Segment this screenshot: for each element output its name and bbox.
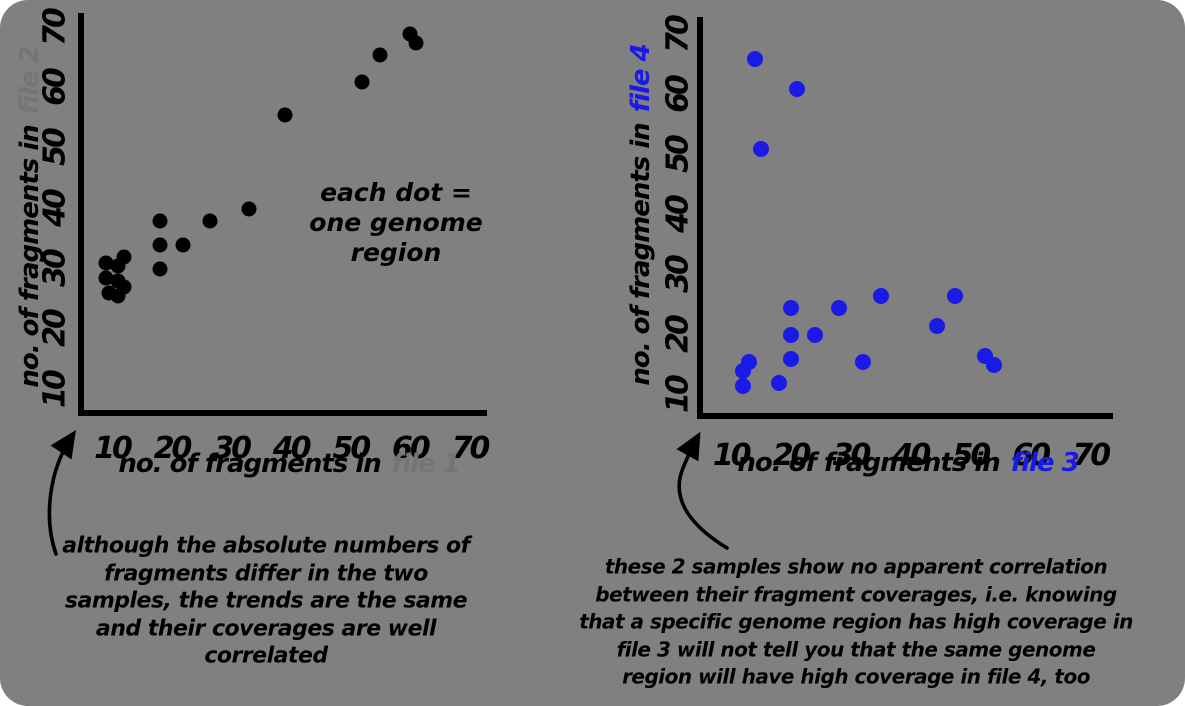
right-x-axis-label: no. of fragments in file 3 (737, 448, 1080, 478)
y-tick-label: 10 (660, 377, 696, 414)
data-point (746, 50, 763, 67)
x-tick-label: 30 (213, 431, 252, 466)
data-point (152, 213, 168, 229)
data-point (354, 74, 370, 90)
right-plot-y-axis (697, 17, 703, 416)
x-tick-label: 20 (153, 431, 193, 466)
data-point (806, 327, 823, 344)
data-point (947, 288, 964, 305)
file-3-label: file 3 (1010, 448, 1080, 478)
x-tick-label: 30 (832, 438, 872, 473)
x-tick-label: 60 (392, 431, 431, 466)
caption-line: region will have high coverage in file 4… (622, 664, 1090, 689)
left-y-axis-label: no. of fragments in file 2 (15, 46, 45, 387)
x-tick-label: 70 (1072, 438, 1111, 473)
right-x-axis-label-text: no. of fragments in (737, 448, 1000, 478)
file-2-label: file 2 (15, 46, 45, 115)
left-caption: although the absolute numbers of fragmen… (62, 532, 470, 670)
left-x-axis-label-text: no. of fragments in (118, 449, 381, 479)
data-point (770, 375, 787, 392)
data-point (98, 255, 114, 271)
y-tick-label: 30 (660, 257, 696, 293)
caption-line: file 3 will not tell you that the same g… (616, 636, 1096, 661)
data-point (782, 351, 799, 368)
right-y-axis-label-text: no. of fragments in (626, 123, 656, 386)
data-point (872, 288, 889, 305)
data-point (241, 201, 257, 217)
annotation-line: one genome (309, 208, 483, 237)
caption-line: and their coverages are well (95, 615, 437, 641)
data-point (752, 140, 769, 157)
file-4-label: file 4 (626, 44, 656, 113)
caption-line: samples, the trends are the same (64, 588, 468, 614)
each-dot-annotation: each dot = one genome region (309, 178, 482, 268)
data-point (830, 300, 847, 317)
y-tick-label: 40 (660, 197, 696, 233)
data-point (98, 270, 114, 286)
data-point (782, 327, 799, 344)
annotation-line: each dot = (320, 178, 472, 207)
data-point (277, 107, 293, 123)
left-plot-y-axis (78, 13, 84, 416)
right-caption: these 2 samples show no apparent correla… (579, 553, 1133, 691)
data-point (408, 35, 424, 51)
left-y-axis-label-text: no. of fragments in (15, 125, 45, 388)
data-point (202, 213, 218, 229)
data-point (372, 47, 388, 63)
x-tick-label: 40 (892, 438, 932, 473)
data-point (986, 357, 1003, 374)
y-tick-label: 70 (660, 16, 696, 53)
data-point (152, 237, 168, 253)
right-plot-x-axis (697, 413, 1113, 419)
x-tick-label: 40 (272, 431, 312, 466)
y-tick-label: 60 (660, 77, 696, 113)
data-point (175, 237, 191, 253)
caption-line: although the absolute numbers of (62, 533, 470, 559)
caption-line: between their fragment coverages, i.e. k… (595, 581, 1117, 606)
caption-line: correlated (204, 643, 328, 669)
data-point (116, 249, 132, 265)
x-tick-label: 10 (94, 431, 133, 466)
data-point (110, 288, 126, 304)
x-tick-label: 50 (952, 438, 992, 473)
y-tick-label: 50 (660, 137, 696, 173)
left-plot-x-axis (78, 410, 487, 416)
annotation-line: region (350, 238, 442, 267)
file-1-label: file 1 (391, 449, 461, 479)
data-point (782, 300, 799, 317)
data-point (734, 378, 751, 395)
left-x-axis-label: no. of fragments in file 1 (118, 449, 461, 479)
caption-line: these 2 samples show no apparent correla… (604, 554, 1108, 579)
right-y-axis-label: no. of fragments in file 4 (626, 44, 656, 385)
data-point (152, 261, 168, 277)
data-point (788, 80, 805, 97)
x-tick-label: 20 (772, 438, 812, 473)
data-point (734, 363, 751, 380)
x-tick-label: 50 (332, 431, 371, 466)
x-tick-label: 70 (451, 431, 491, 466)
x-tick-label: 60 (1012, 438, 1051, 473)
caption-line: fragments differ in the two (104, 560, 428, 586)
caption-line: that a specific genome region has high c… (579, 609, 1133, 634)
data-point (854, 354, 871, 371)
y-tick-label: 20 (660, 317, 696, 354)
data-point (929, 318, 946, 335)
